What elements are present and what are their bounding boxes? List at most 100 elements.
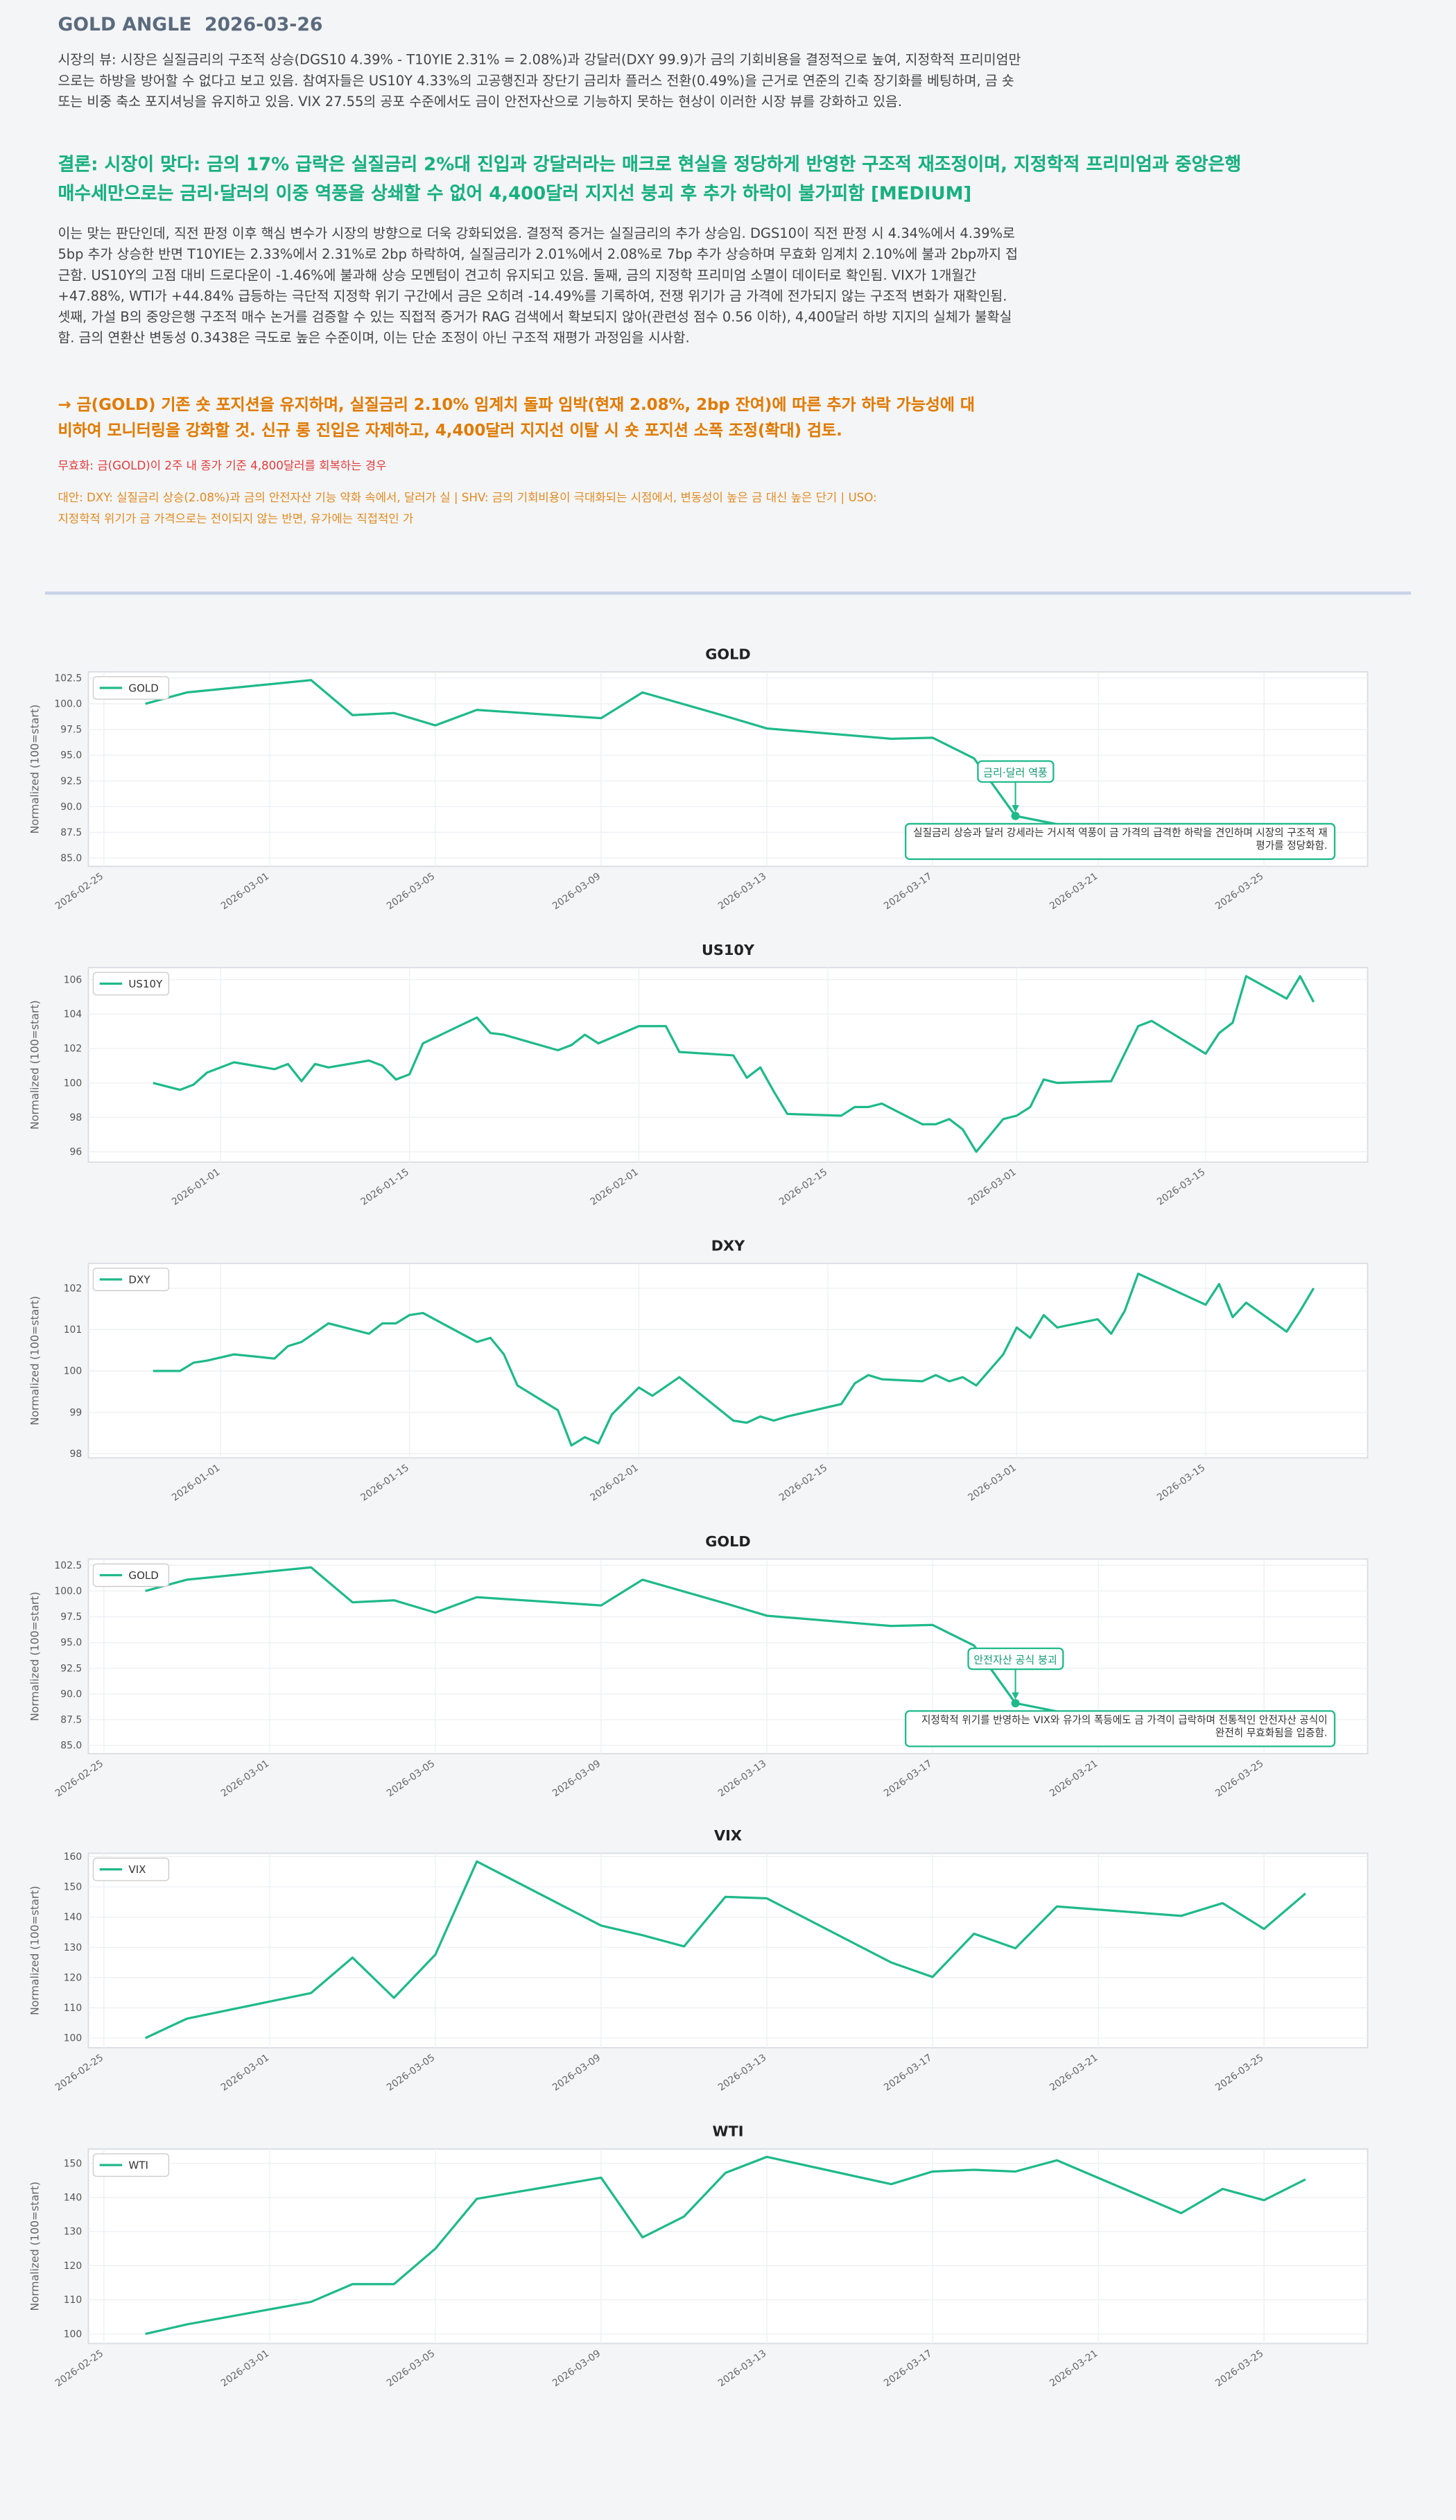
x-tick-label: 2026-03-13 [716, 871, 768, 912]
y-axis-label: Normalized (100=start) [28, 705, 42, 834]
x-tick-label: 2026-03-17 [882, 2348, 934, 2389]
y-tick-label: 100 [64, 2329, 83, 2340]
x-tick-label: 2026-02-15 [777, 1166, 829, 1207]
chart-title: WTI [712, 2123, 743, 2139]
invalidation: 무효화: 금(GOLD)이 2주 내 종가 기준 4,800달러를 회복하는 경… [58, 458, 387, 473]
action: → 금(GOLD) 기존 숏 포지션을 유지하며, 실질금리 2.10% 임계치… [58, 397, 975, 440]
y-axis-label: Normalized (100=start) [28, 1000, 42, 1130]
y-tick-label: 140 [64, 2193, 83, 2204]
y-tick-label: 102 [64, 1283, 83, 1294]
annotation-label: 안전자산 공식 붕괴 [967, 1646, 1064, 1670]
x-tick-label: 2026-03-01 [966, 1166, 1018, 1207]
y-tick-label: 100 [64, 2033, 83, 2044]
x-tick-label: 2026-03-01 [219, 2052, 271, 2093]
x-tick-label: 2026-03-25 [1213, 1758, 1265, 1799]
legend-box [92, 2153, 170, 2177]
y-tick-label: 92.5 [60, 776, 82, 787]
x-tick-label: 2026-03-01 [219, 1758, 271, 1799]
x-tick-label: 2026-01-01 [170, 1462, 222, 1503]
x-tick-label: 2026-02-25 [53, 1758, 105, 1799]
annotation-label: 금리·달러 역풍 [976, 759, 1055, 782]
x-tick-label: 2026-03-25 [1213, 871, 1265, 912]
y-tick-label: 102 [64, 1044, 83, 1055]
series-line [145, 679, 1057, 826]
y-tick-label: 98 [70, 1112, 83, 1123]
y-tick-label: 140 [64, 1912, 83, 1923]
legend-label: DXY [128, 1273, 150, 1286]
x-tick-label: 2026-03-17 [882, 871, 934, 912]
y-tick-label: 160 [64, 1852, 83, 1863]
x-tick-label: 2026-01-15 [359, 1462, 411, 1503]
series-line [145, 2155, 1306, 2336]
alternatives: 대안: DXY: 실질금리 상승(2.08%)과 금의 안전자산 기능 약화 속… [58, 490, 877, 525]
y-tick-label: 106 [64, 974, 83, 985]
y-tick-label: 90.0 [60, 802, 82, 813]
x-tick-label: 2026-02-25 [53, 2348, 105, 2389]
y-axis-label: Normalized (100=start) [28, 1885, 42, 2015]
series-line [153, 975, 1315, 1153]
x-tick-label: 2026-03-01 [219, 2348, 271, 2389]
y-tick-label: 100.0 [54, 1586, 82, 1597]
y-tick-label: 120 [64, 1972, 83, 1983]
x-tick-label: 2026-03-21 [1048, 2348, 1100, 2389]
y-tick-label: 102.5 [54, 673, 82, 684]
x-tick-label: 2026-02-01 [588, 1166, 640, 1207]
y-axis-label: Normalized (100=start) [28, 1591, 42, 1721]
y-tick-label: 87.5 [60, 1714, 82, 1725]
x-tick-label: 2026-03-15 [1155, 1462, 1207, 1503]
series-line [144, 1860, 1306, 2039]
y-tick-label: 100 [64, 1366, 83, 1377]
x-tick-label: 2026-02-15 [777, 1462, 829, 1503]
x-tick-label: 2026-03-09 [551, 2348, 603, 2389]
x-tick-label: 2026-01-15 [359, 1166, 411, 1207]
x-tick-label: 2026-02-25 [53, 2052, 105, 2093]
y-axis-label: Normalized (100=start) [28, 1296, 42, 1426]
y-tick-label: 110 [64, 2003, 83, 2014]
series-line [153, 1272, 1315, 1447]
legend-label: US10Y [128, 978, 163, 990]
y-tick-label: 130 [64, 2227, 83, 2238]
x-tick-label: 2026-02-01 [588, 1462, 640, 1503]
conclusion: 결론: 시장이 맞다: 금의 17% 급락은 실질금리 2%대 진입과 강달러라… [58, 154, 1242, 204]
x-tick-label: 2026-03-09 [551, 2052, 603, 2093]
plot-area [87, 967, 1369, 1163]
x-tick-label: 2026-03-05 [385, 2052, 437, 2093]
y-tick-label: 99 [70, 1407, 83, 1418]
y-tick-label: 98 [70, 1449, 83, 1460]
analysis: 이는 맞는 판단인데, 직전 판정 이후 핵심 변수가 시장의 방향으로 더욱 … [58, 225, 1018, 345]
legend-label: GOLD [128, 1569, 158, 1582]
y-tick-label: 95.0 [60, 750, 82, 761]
x-tick-label: 2026-03-21 [1048, 1758, 1100, 1799]
y-tick-label: 101 [64, 1324, 83, 1336]
x-tick-label: 2026-03-09 [551, 871, 603, 912]
annotation-point [1011, 811, 1020, 820]
plot-area [87, 2148, 1369, 2345]
y-tick-label: 92.5 [60, 1663, 82, 1674]
y-axis-label: Normalized (100=start) [28, 2182, 42, 2311]
legend-label: VIX [128, 1863, 146, 1876]
y-tick-label: 85.0 [60, 1741, 82, 1752]
legend-box [92, 1563, 170, 1587]
series-line [145, 1566, 1057, 1713]
x-tick-label: 2026-03-15 [1155, 1166, 1207, 1207]
market-view: 시장의 뷰: 시장은 실질금리의 구조적 상승(DGS10 4.39% - T1… [58, 51, 1021, 110]
x-tick-label: 2026-03-01 [966, 1462, 1018, 1503]
legend-box [92, 1857, 170, 1881]
x-tick-label: 2026-03-17 [882, 1758, 934, 1799]
annotation-point [1011, 1699, 1020, 1708]
x-tick-label: 2026-01-01 [170, 1166, 222, 1207]
x-tick-label: 2026-03-09 [551, 1758, 603, 1799]
x-tick-label: 2026-03-17 [882, 2052, 934, 2093]
x-tick-label: 2026-03-21 [1048, 871, 1100, 912]
y-tick-label: 87.5 [60, 827, 82, 838]
y-tick-label: 97.5 [60, 1612, 82, 1623]
y-tick-label: 100.0 [54, 699, 82, 710]
chart-title: US10Y [702, 942, 755, 958]
x-tick-label: 2026-03-01 [219, 871, 271, 912]
x-tick-label: 2026-03-05 [385, 2348, 437, 2389]
chart-title: GOLD [705, 1533, 750, 1550]
annotation-text: 실질금리 상승과 달러 강세라는 거시적 역풍이 금 가격의 급격한 하락을 견… [904, 822, 1336, 860]
y-tick-label: 120 [64, 2261, 83, 2272]
